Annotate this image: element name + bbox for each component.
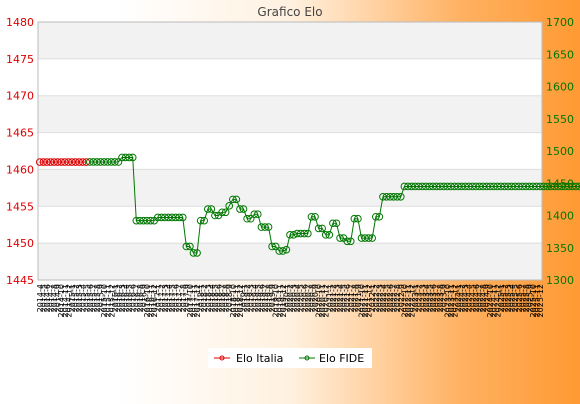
right-tick-label: 1700 [546,16,574,29]
grid-band [38,96,542,133]
right-tick-label: 1350 [546,242,574,255]
left-tick-label: 1465 [6,127,34,140]
x-tick-label: 2025-12 [536,284,545,317]
right-tick-label: 1550 [546,113,574,126]
chart-title: Grafico Elo [257,5,322,19]
legend-label-fide: Elo FIDE [319,352,364,365]
left-tick-label: 1445 [6,274,34,287]
grid-band [38,169,542,206]
right-tick-label: 1300 [546,274,574,287]
right-tick-label: 1600 [546,81,574,94]
x-axis-ticks: 2014-42014-52014-62014-72014-82014-92014… [36,284,545,317]
left-tick-label: 1455 [6,200,34,213]
plot-background [38,22,542,280]
left-tick-label: 1460 [6,163,34,176]
right-tick-label: 1500 [546,145,574,158]
left-tick-label: 1470 [6,90,34,103]
grid-band [38,22,542,59]
right-tick-label: 1650 [546,48,574,61]
right-tick-label: 1400 [546,210,574,223]
left-tick-label: 1480 [6,16,34,29]
left-axis-ticks: 1445 1450 1455 1460 1465 1470 1475 1480 [6,16,34,287]
legend: Elo Italia Elo FIDE [208,348,372,368]
left-tick-label: 1450 [6,237,34,250]
left-tick-label: 1475 [6,53,34,66]
legend-label-italia: Elo Italia [236,352,283,365]
